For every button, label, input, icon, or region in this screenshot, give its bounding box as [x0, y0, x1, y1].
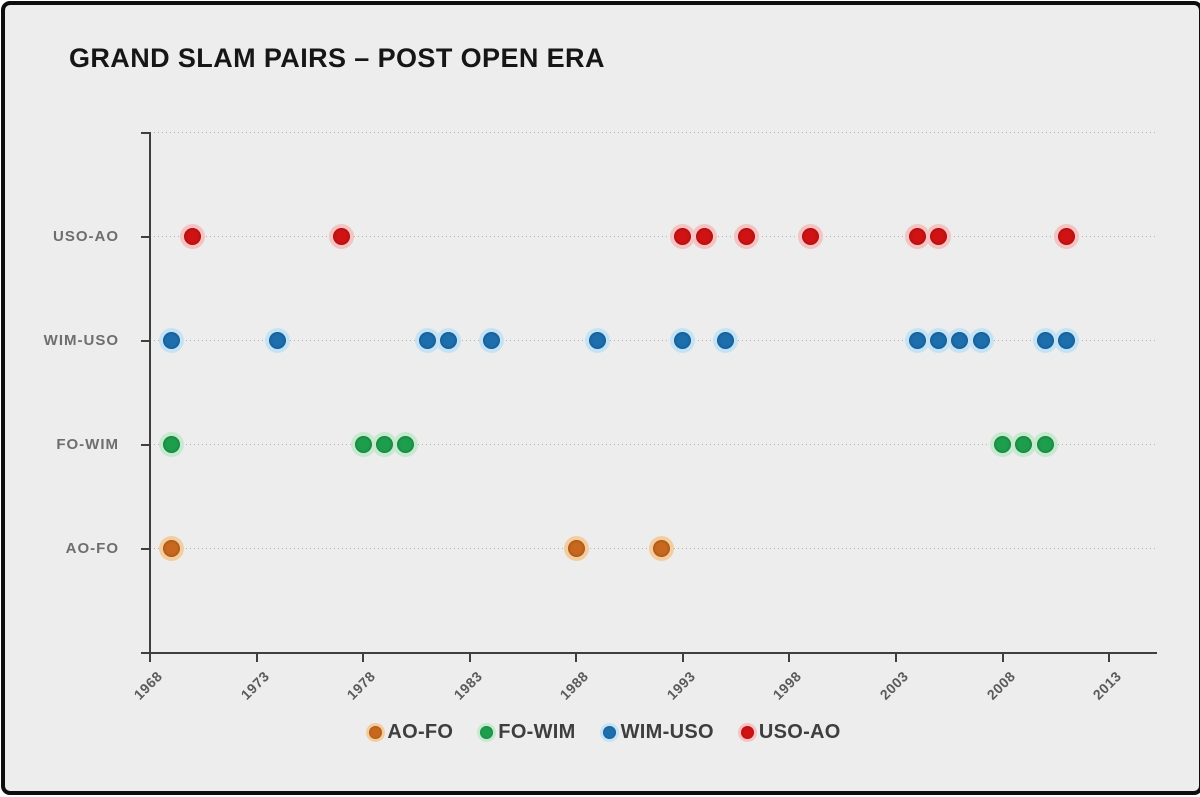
data-point-fo-wim: [354, 436, 372, 453]
data-point-ao-fo: [567, 540, 585, 557]
x-tick: [468, 654, 471, 662]
x-tick-label: 2003: [876, 668, 912, 703]
x-tick-label: 1988: [556, 668, 592, 703]
data-point-wim-uso: [269, 332, 287, 349]
data-point-uso-ao: [802, 228, 820, 245]
x-tick-label: 1993: [663, 668, 699, 703]
data-point-wim-uso: [951, 332, 969, 349]
data-point-uso-ao: [738, 228, 756, 245]
x-tick: [681, 654, 684, 662]
y-axis-line: [149, 132, 151, 654]
y-tick: [141, 652, 149, 654]
data-point-uso-ao: [333, 228, 351, 245]
x-axis-line: [149, 652, 1157, 654]
legend-label: USO-AO: [758, 721, 841, 743]
y-tick: [141, 236, 149, 238]
data-point-fo-wim: [994, 436, 1012, 453]
data-point-wim-uso: [1057, 332, 1075, 349]
y-tick: [141, 340, 149, 342]
chart-title: GRAND SLAM PAIRS – POST OPEN ERA: [69, 43, 605, 73]
data-point-wim-uso: [589, 332, 607, 349]
data-point-ao-fo: [653, 540, 671, 557]
y-category-label: AO-FO: [65, 540, 119, 557]
x-tick-label: 1983: [450, 668, 486, 703]
data-point-wim-uso: [716, 332, 734, 349]
data-point-uso-ao: [930, 228, 948, 245]
x-tick: [894, 654, 897, 662]
x-tick-label: 1973: [237, 668, 272, 703]
data-point-uso-ao: [1057, 228, 1075, 245]
gridline: [150, 444, 1156, 445]
data-point-uso-ao: [695, 228, 713, 245]
legend-item-ao-fo: AO-FO: [369, 721, 453, 744]
data-point-wim-uso: [972, 332, 990, 349]
x-tick: [575, 654, 578, 662]
legend-dot-wim-uso: [602, 726, 616, 739]
data-point-wim-uso: [908, 332, 926, 349]
data-point-uso-ao: [674, 228, 692, 245]
data-point-fo-wim: [397, 436, 415, 453]
data-point-uso-ao: [908, 228, 926, 245]
y-tick: [141, 444, 149, 446]
plot-area: AO-FO FO-WIM WIM-USO USO-AO 1968 1973 1978 1983…: [5, 5, 1200, 797]
y-category-label: USO-AO: [53, 228, 119, 245]
data-point-wim-uso: [930, 332, 948, 349]
y-tick: [141, 548, 149, 550]
gridline: [150, 340, 1156, 341]
legend-dot-ao-fo: [369, 726, 383, 739]
legend-label: AO-FO: [387, 721, 454, 743]
legend: AO-FO FO-WIM WIM-USO USO-AO: [5, 721, 1200, 744]
x-tick-label: 1978: [343, 668, 379, 703]
x-tick: [255, 654, 258, 662]
legend-label: FO-WIM: [498, 721, 576, 743]
x-tick: [1001, 654, 1004, 662]
x-tick-label: 1968: [130, 668, 166, 703]
legend-item-wim-uso: WIM-USO: [602, 721, 714, 744]
data-point-fo-wim: [375, 436, 393, 453]
data-point-uso-ao: [184, 228, 202, 245]
data-point-ao-fo: [162, 540, 180, 557]
y-tick: [141, 132, 149, 134]
data-point-wim-uso: [418, 332, 436, 349]
y-category-label: FO-WIM: [56, 436, 119, 453]
legend-dot-uso-ao: [740, 726, 754, 739]
x-tick-label: 1998: [769, 668, 805, 703]
y-category-label: WIM-USO: [43, 332, 119, 349]
gridline: [150, 132, 1156, 133]
gridline: [150, 236, 1156, 237]
gridline: [150, 548, 1156, 549]
data-point-wim-uso: [674, 332, 692, 349]
x-tick: [788, 654, 791, 662]
data-point-wim-uso: [439, 332, 457, 349]
data-point-wim-uso: [1036, 332, 1054, 349]
data-point-fo-wim: [1036, 436, 1054, 453]
legend-label: WIM-USO: [620, 721, 714, 743]
data-point-fo-wim: [162, 436, 180, 453]
x-tick-label: 2008: [983, 668, 1018, 703]
x-tick-label: 2013: [1089, 668, 1125, 703]
x-tick: [149, 654, 151, 662]
data-point-wim-uso: [482, 332, 500, 349]
legend-item-fo-wim: FO-WIM: [480, 721, 575, 744]
legend-dot-fo-wim: [480, 726, 494, 739]
x-tick: [1108, 654, 1111, 662]
x-tick: [362, 654, 365, 662]
data-point-fo-wim: [1015, 436, 1033, 453]
data-point-wim-uso: [162, 332, 180, 349]
legend-item-uso-ao: USO-AO: [740, 721, 841, 744]
